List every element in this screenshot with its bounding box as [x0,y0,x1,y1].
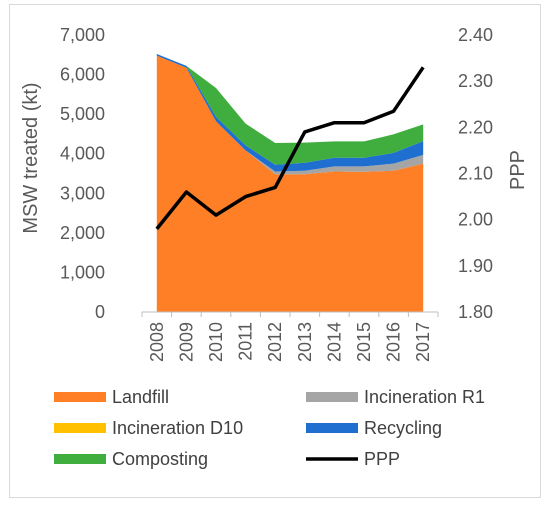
legend-swatch [306,392,358,402]
x-tick-label: 2016 [384,322,404,362]
y-tick-label: 7,000 [60,25,105,45]
y2-tick-label: 2.20 [458,117,493,137]
ppp-line-layer [155,66,425,230]
y-tick-label: 0 [95,302,105,322]
y-tick-label: 1,000 [60,262,105,282]
x-tick-label: 2008 [147,322,167,362]
x-tick-label: 2010 [206,322,226,362]
y2-tick-label: 1.80 [458,302,493,322]
legend-label: PPP [364,449,400,469]
x-tick-label: 2011 [236,322,256,361]
legend-item-ppp: PPP [306,449,400,469]
y2-tick-label: 1.90 [458,256,493,276]
legend-item-composting: Composting [54,449,208,469]
y-tick-label: 3,000 [60,183,105,203]
x-axis-ticks: 2008 2009 2010 2011 2012 2013 2014 2015 2016 2017 [147,322,433,362]
y2-tick-label: 2.10 [458,164,493,184]
legend-item-recycling: Recycling [306,418,442,438]
x-tick-label: 2013 [295,322,315,362]
y-tick-label: 5,000 [60,104,105,124]
area-recycling [156,54,424,172]
x-tick-label: 2012 [265,322,285,362]
legend-label: Incineration R1 [364,387,485,407]
x-tick-label: 2009 [176,322,196,362]
y2-tick-label: 2.30 [458,71,493,91]
y-tick-label: 2,000 [60,223,105,243]
series-line-ppp [155,66,425,230]
legend-swatch [306,423,358,433]
legend: Landfill Incineration R1 Incineration D10 R… [54,387,485,469]
axes [141,311,439,317]
y2-axis-title: PPP [507,150,529,190]
right-axis-ticks: 1.80 1.90 2.00 2.10 2.20 2.30 2.40 [458,25,493,322]
chart-frame: 0 1,000 2,000 3,000 4,000 5,000 6,000 7,000 1.8… [9,4,541,498]
legend-swatch [54,392,106,402]
x-tick-label: 2014 [324,322,344,362]
y2-tick-label: 2.00 [458,210,493,230]
left-axis-ticks: 0 1,000 2,000 3,000 4,000 5,000 6,000 7,000 [60,25,105,322]
y-tick-label: 6,000 [60,65,105,85]
x-tick-label: 2015 [354,322,374,362]
legend-swatch [54,423,106,433]
legend-label: Landfill [112,387,169,407]
legend-label: Recycling [364,418,442,438]
legend-item-incineration-r1: Incineration R1 [306,387,485,407]
legend-label: Composting [112,449,208,469]
x-tick-label: 2017 [413,322,433,362]
y-axis-title: MSW treated (kt) [20,82,42,233]
y-tick-label: 4,000 [60,144,105,164]
legend-item-landfill: Landfill [54,387,169,407]
area-landfill [156,55,424,312]
stacked-areas [156,54,424,312]
legend-item-incineration-d10: Incineration D10 [54,418,243,438]
legend-swatch [54,454,106,464]
chart: 0 1,000 2,000 3,000 4,000 5,000 6,000 7,000 1.8… [20,25,529,469]
legend-label: Incineration D10 [112,418,243,438]
y2-tick-label: 2.40 [458,25,493,45]
